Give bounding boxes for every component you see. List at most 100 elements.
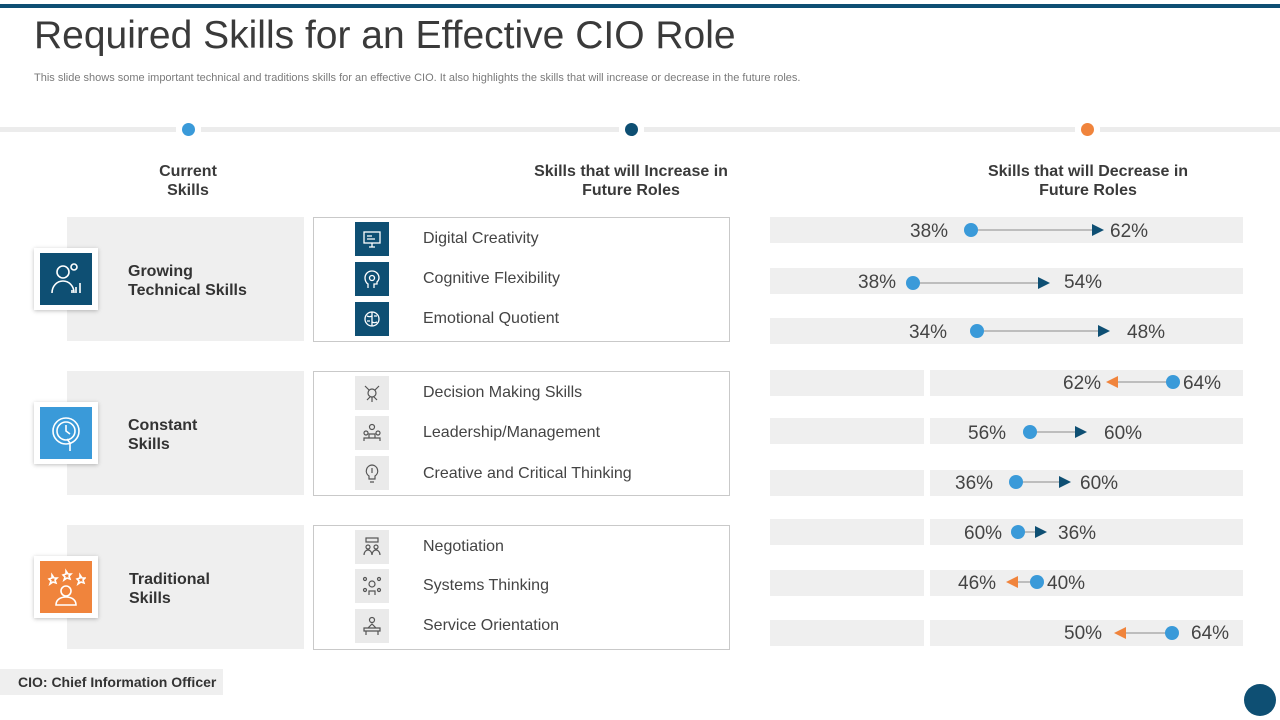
person-gear-chart-icon xyxy=(40,253,92,305)
change-row xyxy=(930,620,1243,646)
change-start-dot xyxy=(1011,525,1025,539)
change-line xyxy=(971,229,1094,231)
systems-icon xyxy=(355,569,389,603)
arrow-right-icon xyxy=(1075,426,1087,438)
change-line xyxy=(1018,581,1037,583)
arrow-right-icon xyxy=(1038,277,1050,289)
skill-item: Service Orientation xyxy=(423,617,560,634)
column-header-increase: Skills that will Increase in Future Role… xyxy=(534,163,728,199)
arrow-right-icon xyxy=(1059,476,1071,488)
skill-item: Digital Creativity xyxy=(423,230,539,247)
change-line xyxy=(977,330,1099,332)
arrow-right-icon xyxy=(1098,325,1110,337)
top-accent-bar xyxy=(0,4,1280,8)
arrow-right-icon xyxy=(1092,224,1104,236)
category-label-constant: Constant Skills xyxy=(128,417,198,453)
head-gear-icon xyxy=(355,262,389,296)
arrow-left-icon xyxy=(1106,376,1118,388)
change-start-dot xyxy=(1009,475,1023,489)
change-to-value: 60% xyxy=(1080,473,1119,494)
category-label-growing: Growing Technical Skills xyxy=(128,263,247,299)
change-from-value: 60% xyxy=(964,523,1003,544)
skill-item: Leadership/Management xyxy=(423,424,601,441)
screen-icon xyxy=(355,222,389,256)
change-from-value: 34% xyxy=(909,322,948,343)
skill-item: Decision Making Skills xyxy=(423,384,583,401)
change-row-segment xyxy=(770,519,924,545)
change-row xyxy=(930,570,1243,596)
change-start-dot xyxy=(1030,575,1044,589)
change-row xyxy=(930,370,1243,396)
leadership-icon xyxy=(355,416,389,450)
category-icon-frame xyxy=(34,402,98,464)
change-to-value: 60% xyxy=(1104,423,1143,444)
skill-item: Systems Thinking xyxy=(423,577,549,594)
change-start-dot xyxy=(964,223,978,237)
change-to-value: 48% xyxy=(1127,322,1166,343)
page-title: Required Skills for an Effective CIO Rol… xyxy=(34,14,736,57)
change-start-dot xyxy=(970,324,984,338)
change-line xyxy=(913,282,1039,284)
timeline-dot-current xyxy=(182,123,195,136)
change-row xyxy=(770,268,1243,294)
category-icon-frame xyxy=(34,556,98,618)
change-line xyxy=(1118,381,1173,383)
change-from-value: 64% xyxy=(1183,373,1222,394)
column-header-decrease: Skills that will Decrease in Future Role… xyxy=(987,163,1189,199)
timeline-segment xyxy=(644,127,1075,132)
change-row-segment xyxy=(770,570,924,596)
timeline-segment xyxy=(1100,127,1280,132)
timeline-dot-increase xyxy=(625,123,638,136)
timeline-segment xyxy=(0,127,176,132)
negotiation-icon xyxy=(355,530,389,564)
arrow-left-icon xyxy=(1006,576,1018,588)
footnote: CIO: Chief Information Officer xyxy=(0,669,223,695)
category-panel-constant xyxy=(67,371,304,495)
change-start-dot xyxy=(906,276,920,290)
person-stars-icon xyxy=(40,561,92,613)
change-start-dot xyxy=(1166,375,1180,389)
change-row-segment xyxy=(770,370,924,396)
change-row xyxy=(930,519,1243,545)
change-row xyxy=(930,470,1243,496)
change-line xyxy=(1126,632,1172,634)
page-subtitle: This slide shows some important technica… xyxy=(34,72,801,84)
change-from-value: 36% xyxy=(955,473,994,494)
change-to-value: 54% xyxy=(1064,272,1103,293)
change-to-value: 50% xyxy=(1064,623,1103,644)
lightbulb-icon xyxy=(355,456,389,490)
change-row-segment xyxy=(770,470,924,496)
skill-item: Cognitive Flexibility xyxy=(423,270,560,287)
skill-item: Emotional Quotient xyxy=(423,310,560,327)
change-line xyxy=(1030,431,1076,433)
change-row-segment xyxy=(770,418,924,444)
category-panel-traditional xyxy=(67,525,304,649)
change-to-value: 36% xyxy=(1058,523,1097,544)
skill-item: Creative and Critical Thinking xyxy=(423,465,632,482)
change-to-value: 62% xyxy=(1110,221,1149,242)
change-line xyxy=(1016,481,1060,483)
change-from-value: 64% xyxy=(1191,623,1230,644)
arrow-left-icon xyxy=(1114,627,1126,639)
category-icon-frame xyxy=(34,248,98,310)
timeline-segment xyxy=(201,127,619,132)
change-to-value: 46% xyxy=(958,573,997,594)
category-label-traditional: Traditional Skills xyxy=(129,571,210,607)
change-start-dot xyxy=(1165,626,1179,640)
decision-icon xyxy=(355,376,389,410)
category-panel-growing xyxy=(67,217,304,341)
column-header-current: Current Skills xyxy=(159,163,217,199)
arrow-right-icon xyxy=(1035,526,1047,538)
service-icon xyxy=(355,609,389,643)
hand-clock-icon xyxy=(40,407,92,459)
change-from-value: 38% xyxy=(910,221,949,242)
change-start-dot xyxy=(1023,425,1037,439)
brain-icon xyxy=(355,302,389,336)
skill-item: Negotiation xyxy=(423,538,504,555)
change-from-value: 56% xyxy=(968,423,1007,444)
change-row-segment xyxy=(770,620,924,646)
timeline-dot-decrease xyxy=(1081,123,1094,136)
change-from-value: 40% xyxy=(1047,573,1086,594)
corner-decoration xyxy=(1244,684,1276,716)
change-to-value: 62% xyxy=(1063,373,1102,394)
